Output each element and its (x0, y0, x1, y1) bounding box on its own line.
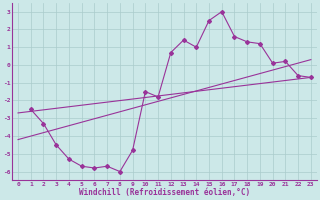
X-axis label: Windchill (Refroidissement éolien,°C): Windchill (Refroidissement éolien,°C) (79, 188, 250, 197)
